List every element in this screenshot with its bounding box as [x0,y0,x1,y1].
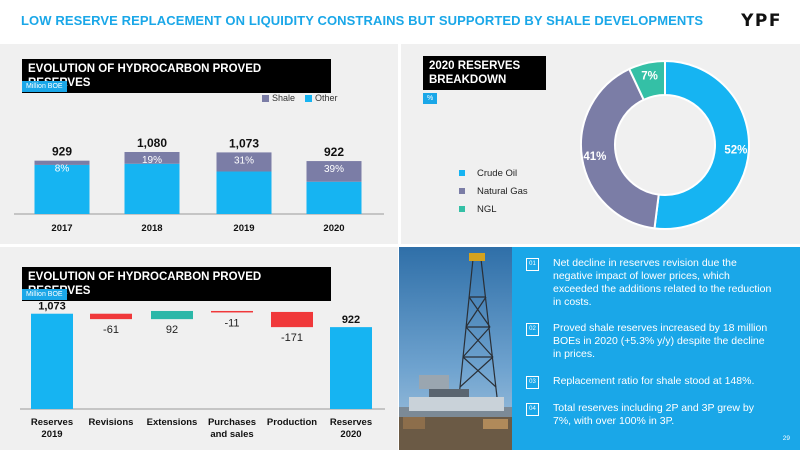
waterfall-bar-decrease [90,313,132,320]
x-tick-label: Purchases [208,417,256,428]
bar-share-label: 31% [234,155,254,166]
legend-swatch [459,170,465,176]
bar-shale [124,152,180,164]
note-item: 03 Replacement ratio for shale stood at … [526,375,773,389]
panel-reserves-breakdown: 2020 RESERVES BREAKDOWN % Crude Oil Natu… [401,44,800,244]
header-line: BREAKDOWN [429,74,507,86]
header-line: 2020 RESERVES [429,60,521,72]
note-item: 04 Total reserves including 2P and 3P gr… [526,402,773,428]
panel-header: 2020 RESERVES BREAKDOWN [423,56,546,90]
legend-label: Other [315,93,338,103]
legend-item-ngl: NGL [459,200,528,218]
panel-reserves-waterfall: EVOLUTION OF HYDROCARBON PROVED RESERVES… [0,247,398,450]
drilling-rig-photo [399,247,512,450]
page-number: 29 [782,435,790,442]
x-tick-label: 2020 [340,429,361,440]
bar-value-label: -61 [103,324,119,336]
legend-label: Shale [272,93,296,103]
x-tick-label: Extensions [147,417,198,428]
legend-label: Natural Gas [477,185,528,197]
legend-label: Crude Oil [477,167,518,179]
unit-badge: Million BOE [22,81,67,92]
legend-item-crude-oil: Crude Oil [459,164,528,182]
bar-total-label: 1,080 [137,136,167,150]
x-tick-label: Reserves [330,417,372,428]
donut-legend: Crude Oil Natural Gas NGL [459,164,528,218]
bar-value-label: 92 [166,324,178,336]
bar-value-label: 1,073 [38,301,66,313]
bar-share-label: 19% [142,155,162,166]
bar-share-label: 8% [55,164,70,175]
x-tick-label: Production [267,417,317,428]
x-tick-label: 2020 [323,223,344,234]
waterfall-bar-decrease [271,311,313,328]
slice-value-label: 41% [583,151,606,163]
note-number: 02 [526,323,539,336]
bar-shale [306,161,362,182]
bar-total-label: 929 [52,145,72,159]
note-text: Net decline in reserves revision due the… [553,257,772,308]
note-number: 01 [526,258,539,271]
waterfall-bar-increase [151,310,193,320]
panel-header: EVOLUTION OF HYDROCARBON PROVED RESERVES [22,59,331,93]
legend-swatch [459,206,465,212]
note-text: Total reserves including 2P and 3P grew … [553,402,754,427]
panel-header: EVOLUTION OF HYDROCARBON PROVED RESERVES [22,267,331,301]
donut-slice-ngl [627,59,666,102]
waterfall-bar-total [31,313,73,409]
slice-value-label: 52% [724,144,747,156]
legend-swatch [305,95,313,103]
legend-item-shale: Shale [262,93,295,103]
note-text: Replacement ratio for shale stood at 148… [553,375,755,387]
bar-shale [216,152,272,172]
key-notes-panel: 01 Net decline in reserves revision due … [512,247,800,450]
waterfall-bar-decrease [211,310,253,313]
waterfall-bar-total [330,327,372,409]
note-item: 01 Net decline in reserves revision due … [526,257,773,309]
donut-slice-natural-gas [580,67,660,230]
x-tick-label: 2017 [51,223,72,234]
ypf-logo: YPF [741,11,782,31]
bar-other [216,171,272,214]
donut-chart: 52% 41% 7% [580,59,750,230]
panel-reserves-evolution: EVOLUTION OF HYDROCARBON PROVED RESERVES… [0,44,398,244]
note-number: 03 [526,376,539,389]
bar-other [306,181,362,214]
legend-label: NGL [477,203,497,215]
legend-item-natural-gas: Natural Gas [459,182,528,200]
note-item: 02 Proved shale reserves increased by 18… [526,322,773,361]
legend-item-other: Other [305,93,338,103]
x-tick-label: Revisions [89,417,134,428]
x-tick-label: 2019 [233,223,254,234]
bar-other [124,163,180,214]
bar-total-label: 1,073 [229,136,259,150]
chart-legend: Shale Other [262,93,338,103]
bar-share-label: 39% [324,164,344,175]
bar-value-label: -171 [281,332,303,344]
x-tick-label: 2018 [141,223,162,234]
slide-title: LOW RESERVE REPLACEMENT ON LIQUIDITY CON… [21,13,704,28]
bar-other [34,164,90,214]
unit-badge: Million BOE [22,289,67,300]
legend-swatch [459,188,465,194]
unit-badge: % [423,93,438,104]
drilling-rig-illustration [399,247,512,450]
legend-swatch [262,95,269,103]
x-tick-label: Reserves [31,417,73,428]
donut-slice-crude-oil [653,59,750,230]
bar-shale [34,160,90,165]
bar-value-label: 922 [342,314,360,326]
note-number: 04 [526,403,539,416]
waterfall-chart: 1,073Reserves2019-61Revisions92Extension… [20,301,385,440]
note-text: Proved shale reserves increased by 18 mi… [553,322,768,360]
x-tick-label: 2019 [41,429,62,440]
slice-value-label: 7% [641,71,658,83]
x-tick-label: and sales [210,429,253,440]
bar-total-label: 922 [324,145,344,159]
bar-value-label: -11 [224,317,239,329]
stacked-bar-chart: 929 8% 2017 1,080 19% 2018 1,073 31% 2019 922 39% 2… [14,136,384,234]
